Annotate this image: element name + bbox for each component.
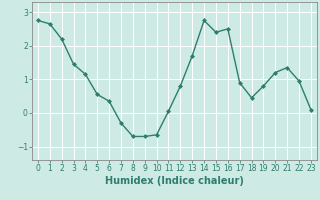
X-axis label: Humidex (Indice chaleur): Humidex (Indice chaleur) bbox=[105, 176, 244, 186]
